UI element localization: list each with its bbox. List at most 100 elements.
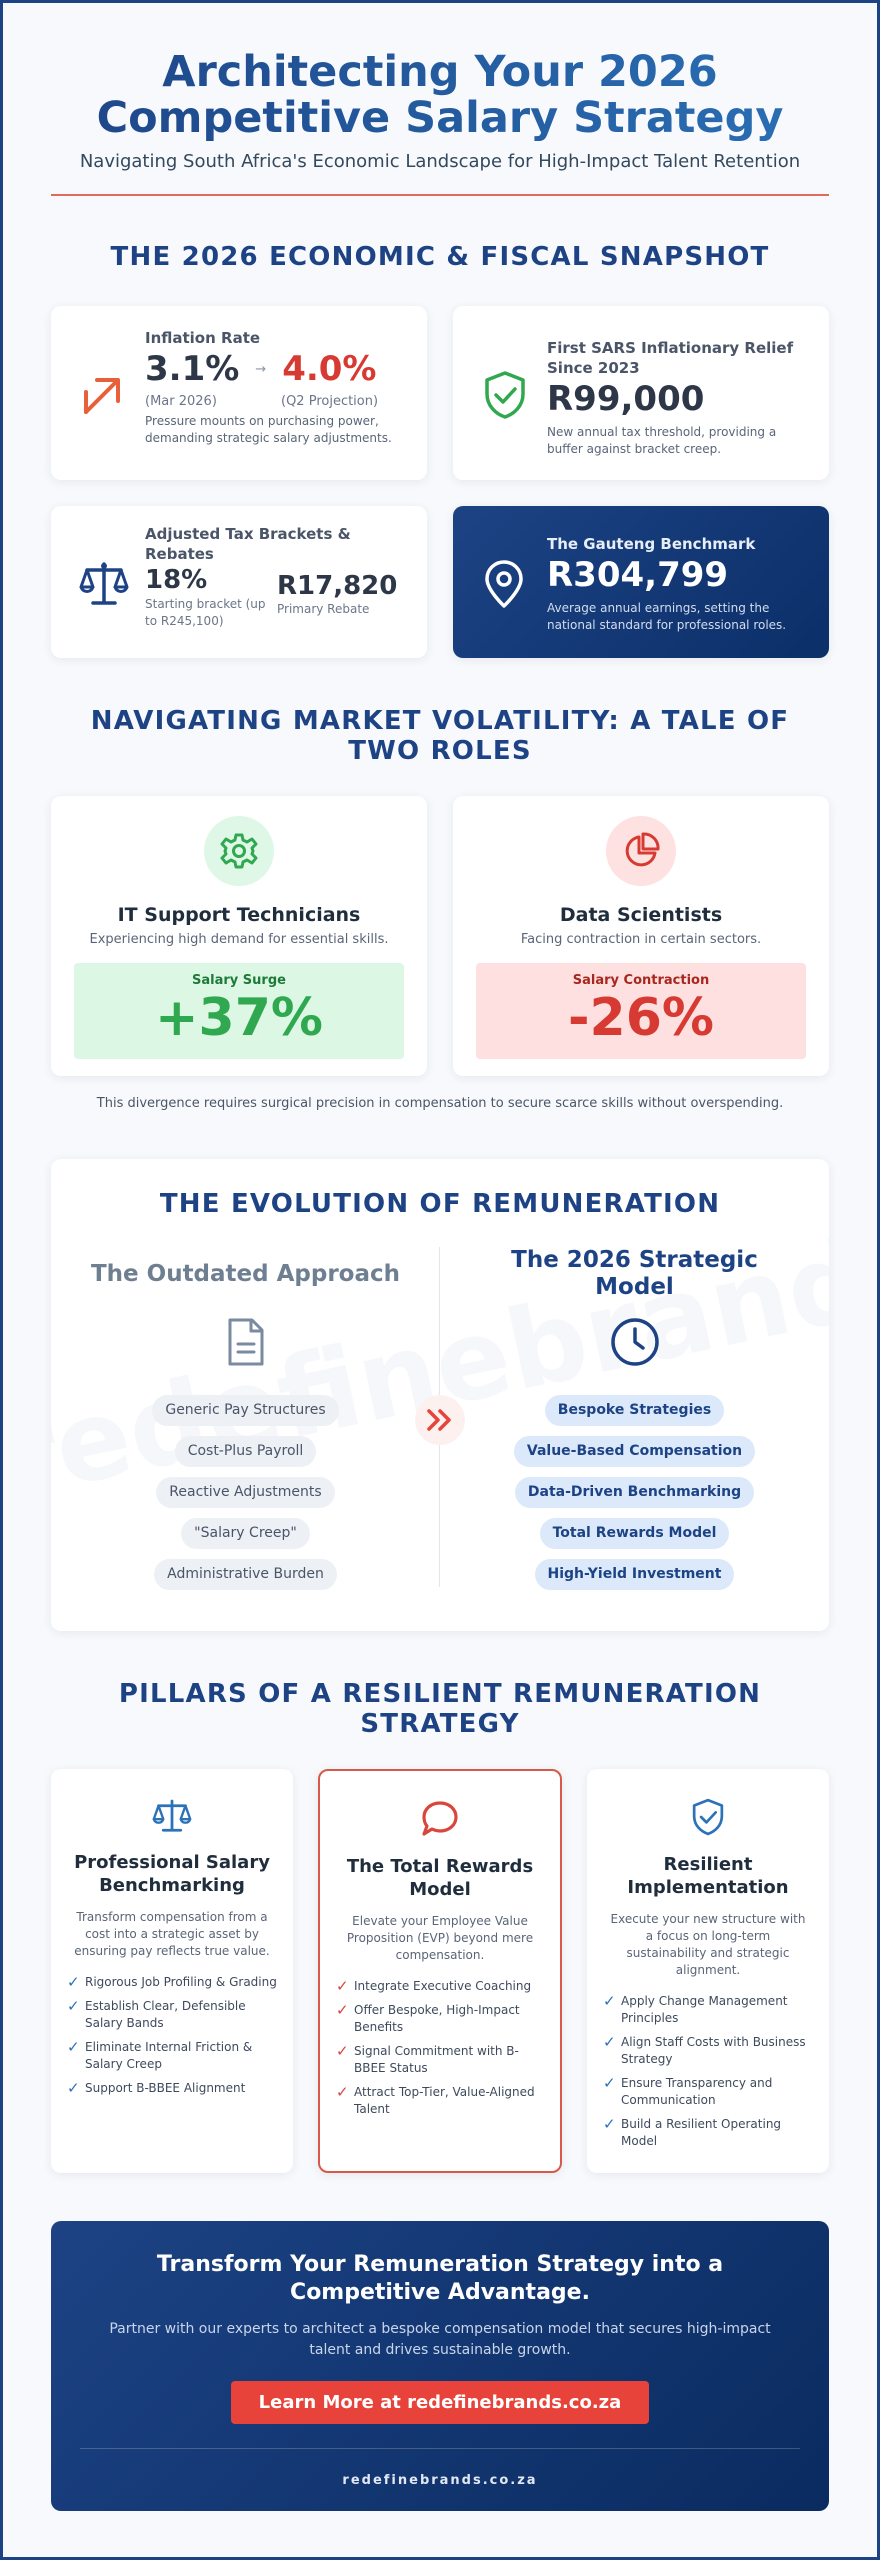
evolution-columns: The Outdated Approach Generic Pay Struct…	[51, 1247, 829, 1590]
main-title: Architecting Your 2026 Competitive Salar…	[3, 49, 877, 141]
outdated-item: Administrative Burden	[154, 1559, 337, 1590]
document-icon	[51, 1311, 440, 1373]
tax-card: Adjusted Tax Brackets & Rebates 18% Star…	[51, 506, 427, 658]
cta-title: Transform Your Remuneration Strategy int…	[156, 2252, 724, 2305]
list-item: ✓ Eliminate Internal Friction & Salary Cr…	[67, 2038, 253, 2072]
it-support-card: IT Support Technicians Experiencing high…	[51, 796, 427, 1076]
inflation-label: Inflation Rate	[145, 329, 261, 347]
shield-check-icon	[481, 328, 537, 462]
inflation-card: Inflation Rate 3.1% → 4.0% (Mar 2026) (Q…	[51, 306, 427, 480]
list-item: ✓ Attract Top-Tier, Value-Aligned Talent	[336, 2083, 535, 2117]
checkmark-icon: ✓	[336, 2083, 349, 2101]
checkmark-icon: ✓	[603, 2033, 616, 2051]
ds-role-title: Data Scientists	[559, 904, 723, 926]
data-scientist-card: Data Scientists Facing contraction in ce…	[453, 796, 829, 1076]
pillar-title: Resilient Implementation	[627, 1854, 789, 1898]
pillar-points: ✓ Apply Change Management Principles ✓ Ali…	[603, 1993, 813, 2150]
checkmark-icon: ✓	[67, 2038, 80, 2056]
sars-note: New annual tax threshold, providing a bu…	[547, 425, 777, 456]
tax-bracket-value: 18%	[145, 565, 208, 595]
list-item: ✓ Apply Change Management Principles	[603, 1992, 788, 2026]
inflation-current-caption: (Mar 2026)	[145, 394, 217, 409]
list-item: ✓ Integrate Executive Coaching	[336, 1977, 532, 1995]
inflation-note: Pressure mounts on purchasing power, dem…	[145, 414, 392, 445]
list-item: ✓ Support B-BBEE Alignment	[67, 2079, 246, 2097]
gauteng-value: R304,799	[547, 555, 729, 595]
volatility-title: NAVIGATING MARKET VOLATILITY: A TALE OF …	[90, 706, 790, 766]
footer-link[interactable]: redefinebrands.co.za	[342, 2473, 538, 2488]
list-item: ✓ Rigorous Job Profiling & Grading	[67, 1973, 277, 1991]
strategic-item: Value-Based Compensation	[513, 1436, 756, 1467]
salary-contraction-box: Salary Contraction -26%	[476, 963, 806, 1059]
chat-bubble-icon	[336, 1799, 544, 1843]
divergence-note: This divergence requires surgical precis…	[96, 1096, 784, 1111]
inflation-current: 3.1%	[145, 349, 240, 389]
checkmark-icon: ✓	[67, 2079, 80, 2097]
strategic-item: High-Yield Investment	[534, 1559, 735, 1590]
strategic-model-title: The 2026 Strategic Model	[511, 1247, 758, 1300]
pillar-implementation: Resilient Implementation Execute your ne…	[587, 1769, 829, 2173]
pillars-title: PILLARS OF A RESILIENT REMUNERATION STRA…	[118, 1679, 762, 1739]
evolution-title: THE EVOLUTION OF REMUNERATION	[159, 1189, 721, 1219]
checkmark-icon: ✓	[603, 1992, 616, 2010]
checkmark-icon: ✓	[603, 2074, 616, 2092]
it-role-title: IT Support Technicians	[117, 904, 361, 926]
it-role-subtitle: Experiencing high demand for essential s…	[89, 932, 389, 947]
pillar-title: Professional Salary Benchmarking	[74, 1852, 270, 1896]
pillar-title: The Total Rewards Model	[346, 1856, 534, 1900]
shield-check-icon	[603, 1797, 813, 1841]
checkmark-icon: ✓	[336, 2001, 349, 2019]
outdated-approach-column: The Outdated Approach Generic Pay Struct…	[51, 1247, 440, 1590]
sars-label: First SARS Inflationary Relief Since 202…	[547, 339, 794, 377]
scales-icon	[79, 528, 135, 640]
pillar-points: ✓ Integrate Executive Coaching ✓ Offer Bes…	[336, 1978, 544, 2118]
list-item: ✓ Build a Resilient Operating Model	[603, 2115, 782, 2149]
snapshot-title: THE 2026 ECONOMIC & FISCAL SNAPSHOT	[110, 242, 770, 272]
pillar-points: ✓ Rigorous Job Profiling & Grading ✓ Estab…	[67, 1974, 277, 2097]
cta-banner: Transform Your Remuneration Strategy int…	[51, 2221, 829, 2511]
list-item: ✓ Establish Clear, Defensible Salary Band…	[67, 1997, 246, 2031]
subtitle: Navigating South Africa's Economic Lands…	[79, 151, 801, 172]
pie-chart-icon	[606, 816, 676, 886]
list-item: ✓ Signal Commitment with B-BBEE Status	[336, 2042, 519, 2076]
checkmark-icon: ✓	[336, 1977, 349, 1995]
outdated-item: Reactive Adjustments	[156, 1477, 335, 1508]
roles-grid: IT Support Technicians Experiencing high…	[51, 796, 829, 1076]
pillar-description: Elevate your Employee Value Proposition …	[346, 1914, 534, 1962]
cta-text: Partner with our experts to architect a …	[109, 2321, 771, 2358]
learn-more-button[interactable]: Learn More at redefinebrands.co.za	[230, 2381, 650, 2424]
strategic-item: Data-Driven Benchmarking	[514, 1477, 755, 1508]
double-chevron-right-icon	[415, 1395, 465, 1445]
gauteng-label: The Gauteng Benchmark	[547, 535, 756, 553]
tax-bracket-caption: Starting bracket (up to R245,100)	[145, 597, 266, 628]
evolution-card: redefinebrands.co THE EVOLUTION OF REMUN…	[51, 1159, 829, 1631]
cta-divider	[80, 2448, 800, 2449]
strategic-model-column: The 2026 Strategic Model Bespoke Strateg…	[440, 1247, 829, 1590]
rebate-caption: Primary Rebate	[277, 602, 370, 616]
rebate-value: R17,820	[277, 571, 398, 601]
strategic-list: Bespoke Strategies Value-Based Compensat…	[440, 1395, 829, 1590]
list-item: ✓ Offer Bespoke, High-Impact Benefits	[336, 2001, 520, 2035]
pillar-total-rewards: The Total Rewards Model Elevate your Emp…	[318, 1769, 562, 2173]
salary-surge-box: Salary Surge +37%	[74, 963, 404, 1059]
scales-icon	[67, 1797, 277, 1839]
pillars-grid: Professional Salary Benchmarking Transfo…	[51, 1769, 829, 2173]
header-divider	[51, 194, 829, 196]
header: Architecting Your 2026 Competitive Salar…	[3, 3, 877, 196]
checkmark-icon: ✓	[603, 2115, 616, 2133]
salary-contraction-label: Salary Contraction	[572, 973, 710, 988]
strategic-item: Total Rewards Model	[539, 1518, 730, 1549]
strategic-item: Bespoke Strategies	[544, 1395, 725, 1426]
checkmark-icon: ✓	[336, 2042, 349, 2060]
snapshot-grid: Inflation Rate 3.1% → 4.0% (Mar 2026) (Q…	[51, 306, 829, 658]
outdated-item: Generic Pay Structures	[152, 1395, 339, 1426]
gauteng-card: The Gauteng Benchmark R304,799 Average a…	[453, 506, 829, 658]
trend-arrow-icon	[79, 328, 135, 462]
clock-icon	[440, 1311, 829, 1373]
checkmark-icon: ✓	[67, 1973, 80, 1991]
sars-value: R99,000	[547, 379, 705, 419]
salary-surge-value: +37%	[154, 988, 324, 1048]
list-item: ✓ Ensure Transparency and Communication	[603, 2074, 773, 2108]
inflation-projection: 4.0%	[282, 349, 377, 389]
